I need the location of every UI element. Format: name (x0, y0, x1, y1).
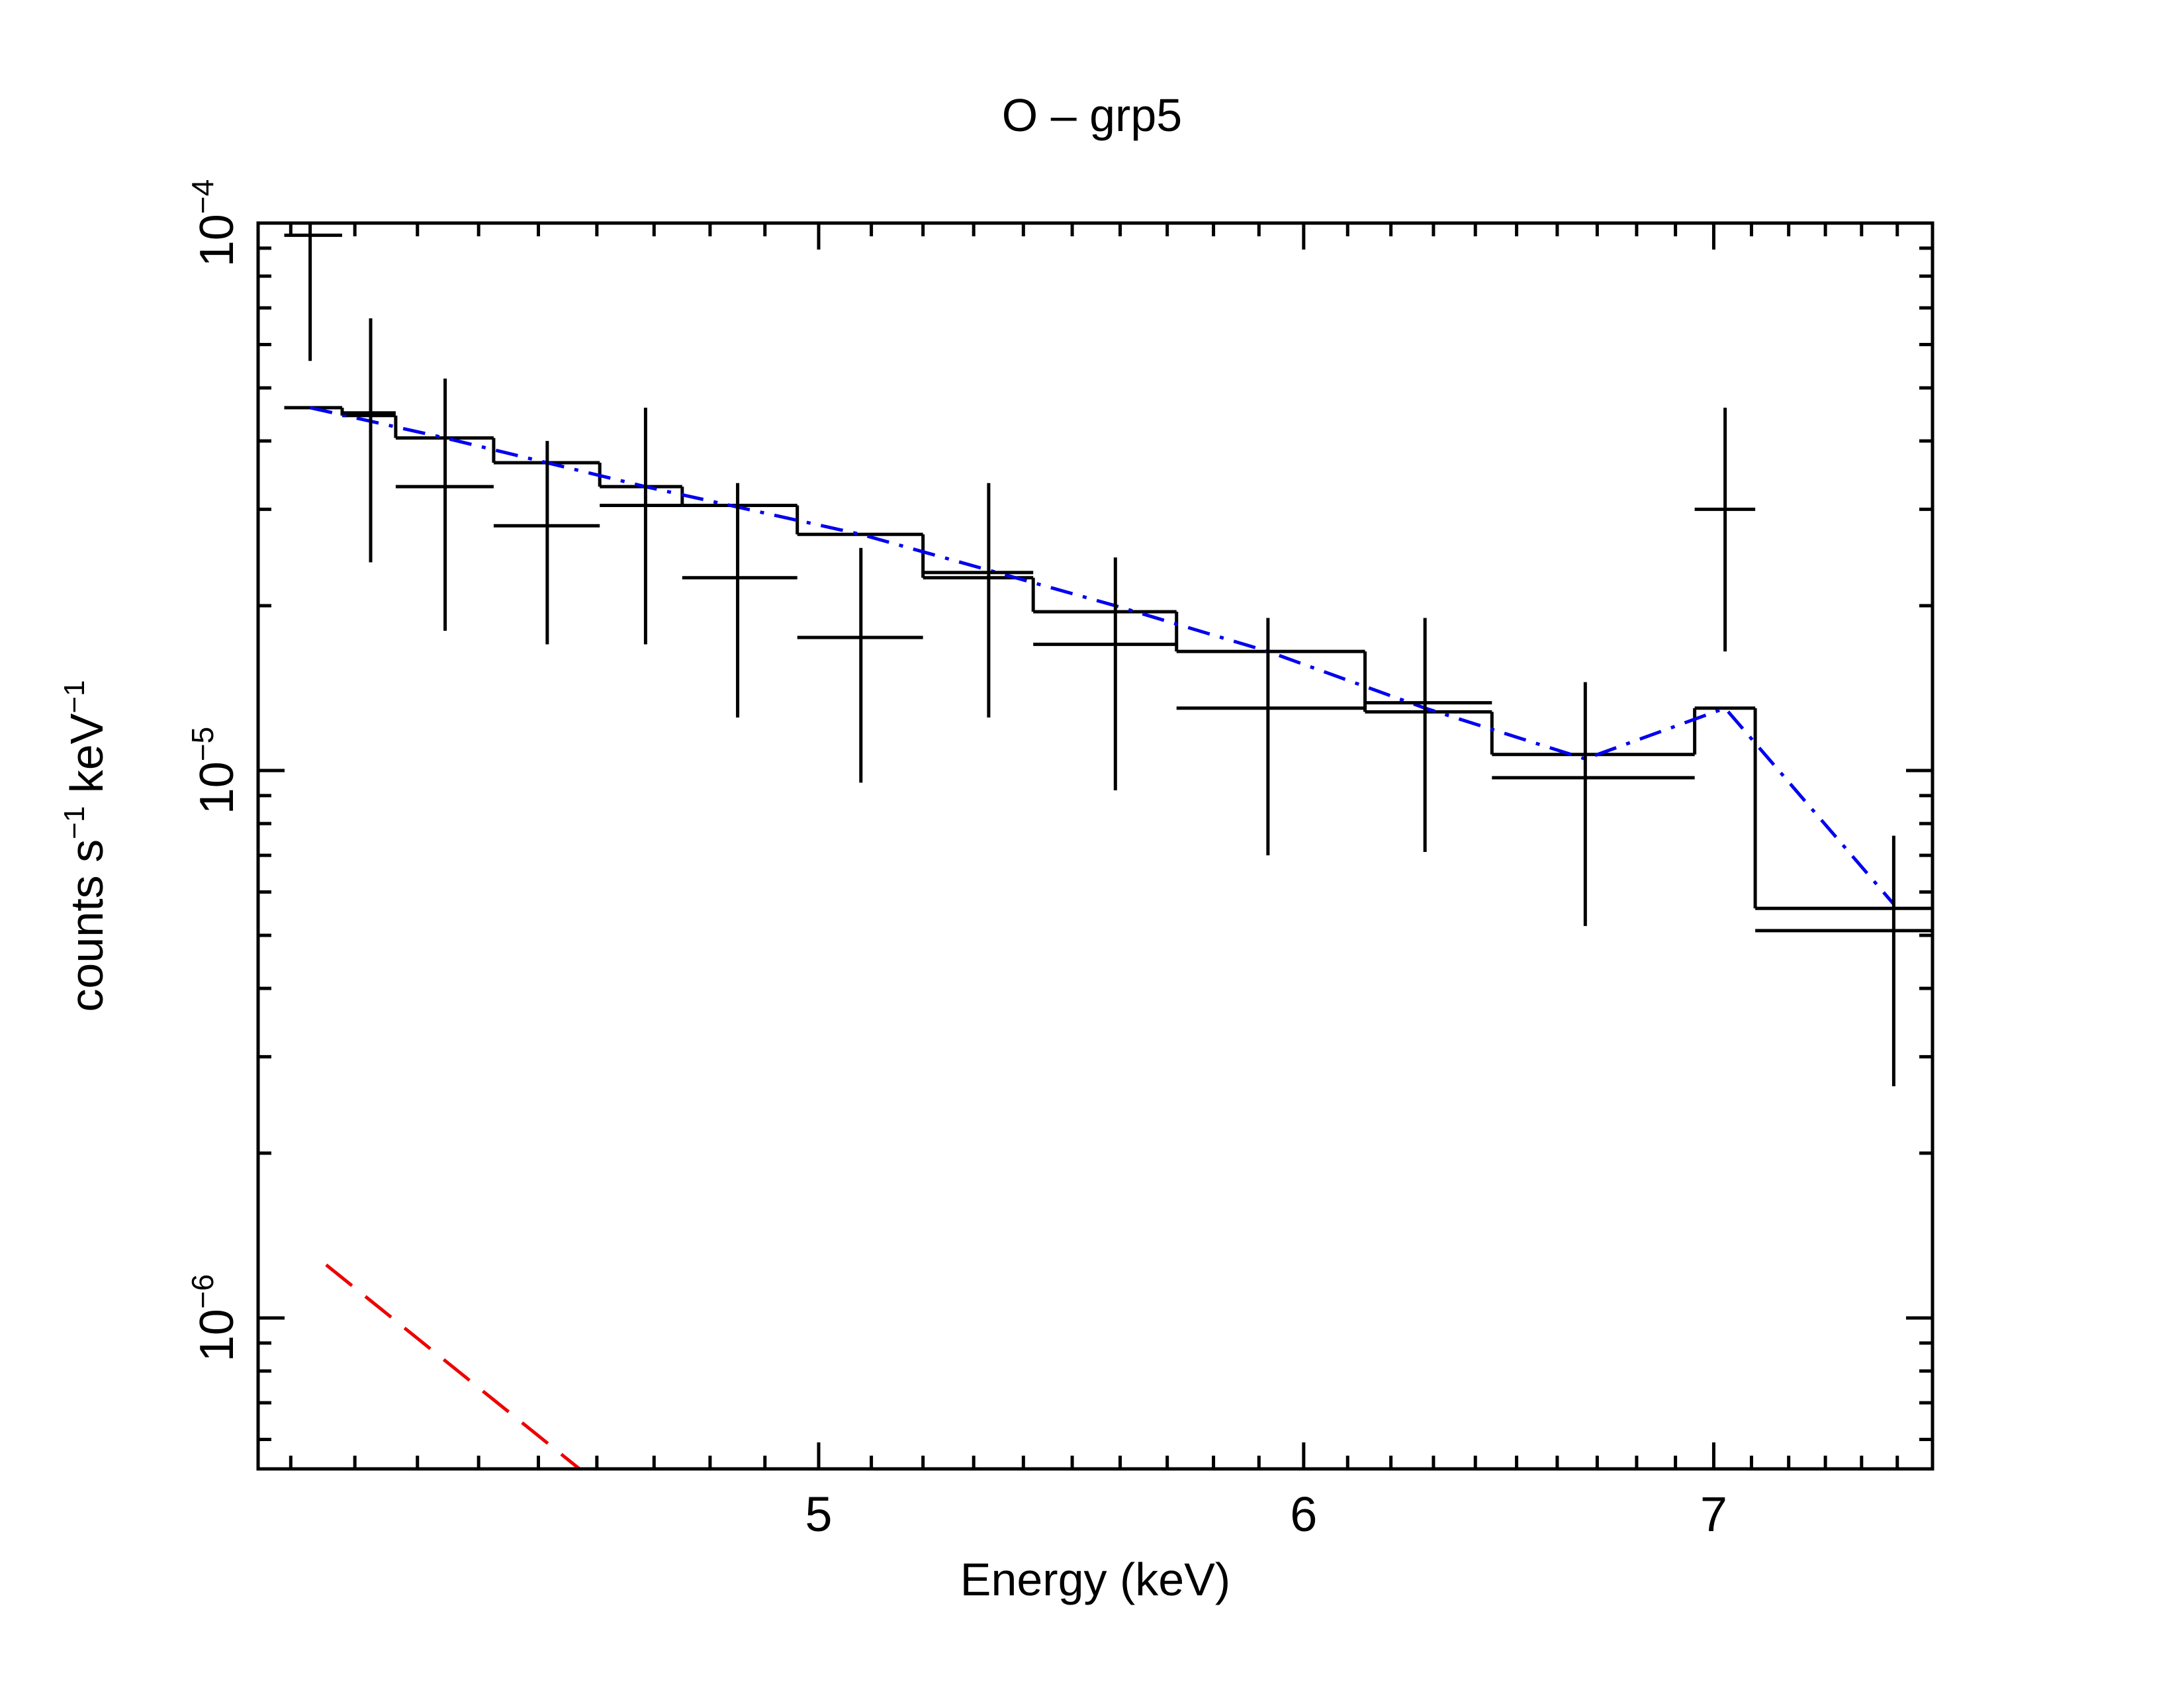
y-tick-base: 10 (191, 761, 244, 814)
data-point-1 (284, 223, 342, 361)
y-tick-base: 10 (191, 214, 244, 267)
y-axis-label: counts s−1 keV−1 (58, 680, 113, 1011)
data-point-11 (1365, 618, 1492, 852)
x-tick-label-6: 6 (1290, 1487, 1317, 1542)
y-tick-exponent: −5 (185, 727, 220, 761)
plot-area (284, 223, 1933, 1469)
y-label-part-1: counts s (61, 839, 113, 1012)
data-point-12 (1492, 682, 1695, 926)
component-line-1 (310, 406, 1895, 906)
y-tick-label: 10−5 (185, 727, 244, 815)
y-axis: 10−410−510−6 (185, 179, 1933, 1441)
component-line-2 (325, 1263, 581, 1469)
plot-marks (284, 223, 1933, 1469)
x-axis: 5 6 7 (289, 223, 1899, 1542)
x-tick-label-7: 7 (1700, 1487, 1727, 1542)
y-label-exp-1: −1 (58, 806, 91, 839)
x-axis-label: Energy (keV) (960, 1554, 1230, 1605)
y-tick-text: 10−5 (185, 727, 244, 815)
data-point-10 (1176, 618, 1365, 856)
svg-text:counts s−1 keV−1: counts s−1 keV−1 (58, 680, 113, 1011)
data-point-6 (682, 483, 797, 718)
y-tick-text: 10−4 (185, 179, 244, 267)
y-tick-label: 10−6 (185, 1274, 244, 1362)
data-point-4 (493, 441, 600, 645)
data-point-5 (600, 407, 682, 645)
data-point-8 (923, 483, 1034, 718)
data-point-14 (1755, 835, 1933, 1086)
y-tick-text: 10−6 (185, 1274, 244, 1362)
x-tick-label-5: 5 (805, 1487, 832, 1542)
y-tick-exponent: −6 (185, 1274, 220, 1309)
data-point-7 (797, 547, 923, 783)
y-tick-exponent: −4 (185, 179, 220, 214)
y-label-exp-2: −1 (58, 680, 91, 713)
data-point-9 (1033, 557, 1177, 790)
y-tick-base: 10 (191, 1309, 244, 1362)
plot-frame (256, 221, 1934, 1471)
chart-title: O – grp5 (1002, 89, 1182, 141)
data-point-13 (1694, 407, 1756, 652)
y-tick-label: 10−4 (185, 179, 244, 267)
data-point-3 (395, 378, 494, 631)
data-point-2 (341, 318, 396, 563)
y-label-part-2: keV (61, 713, 113, 806)
